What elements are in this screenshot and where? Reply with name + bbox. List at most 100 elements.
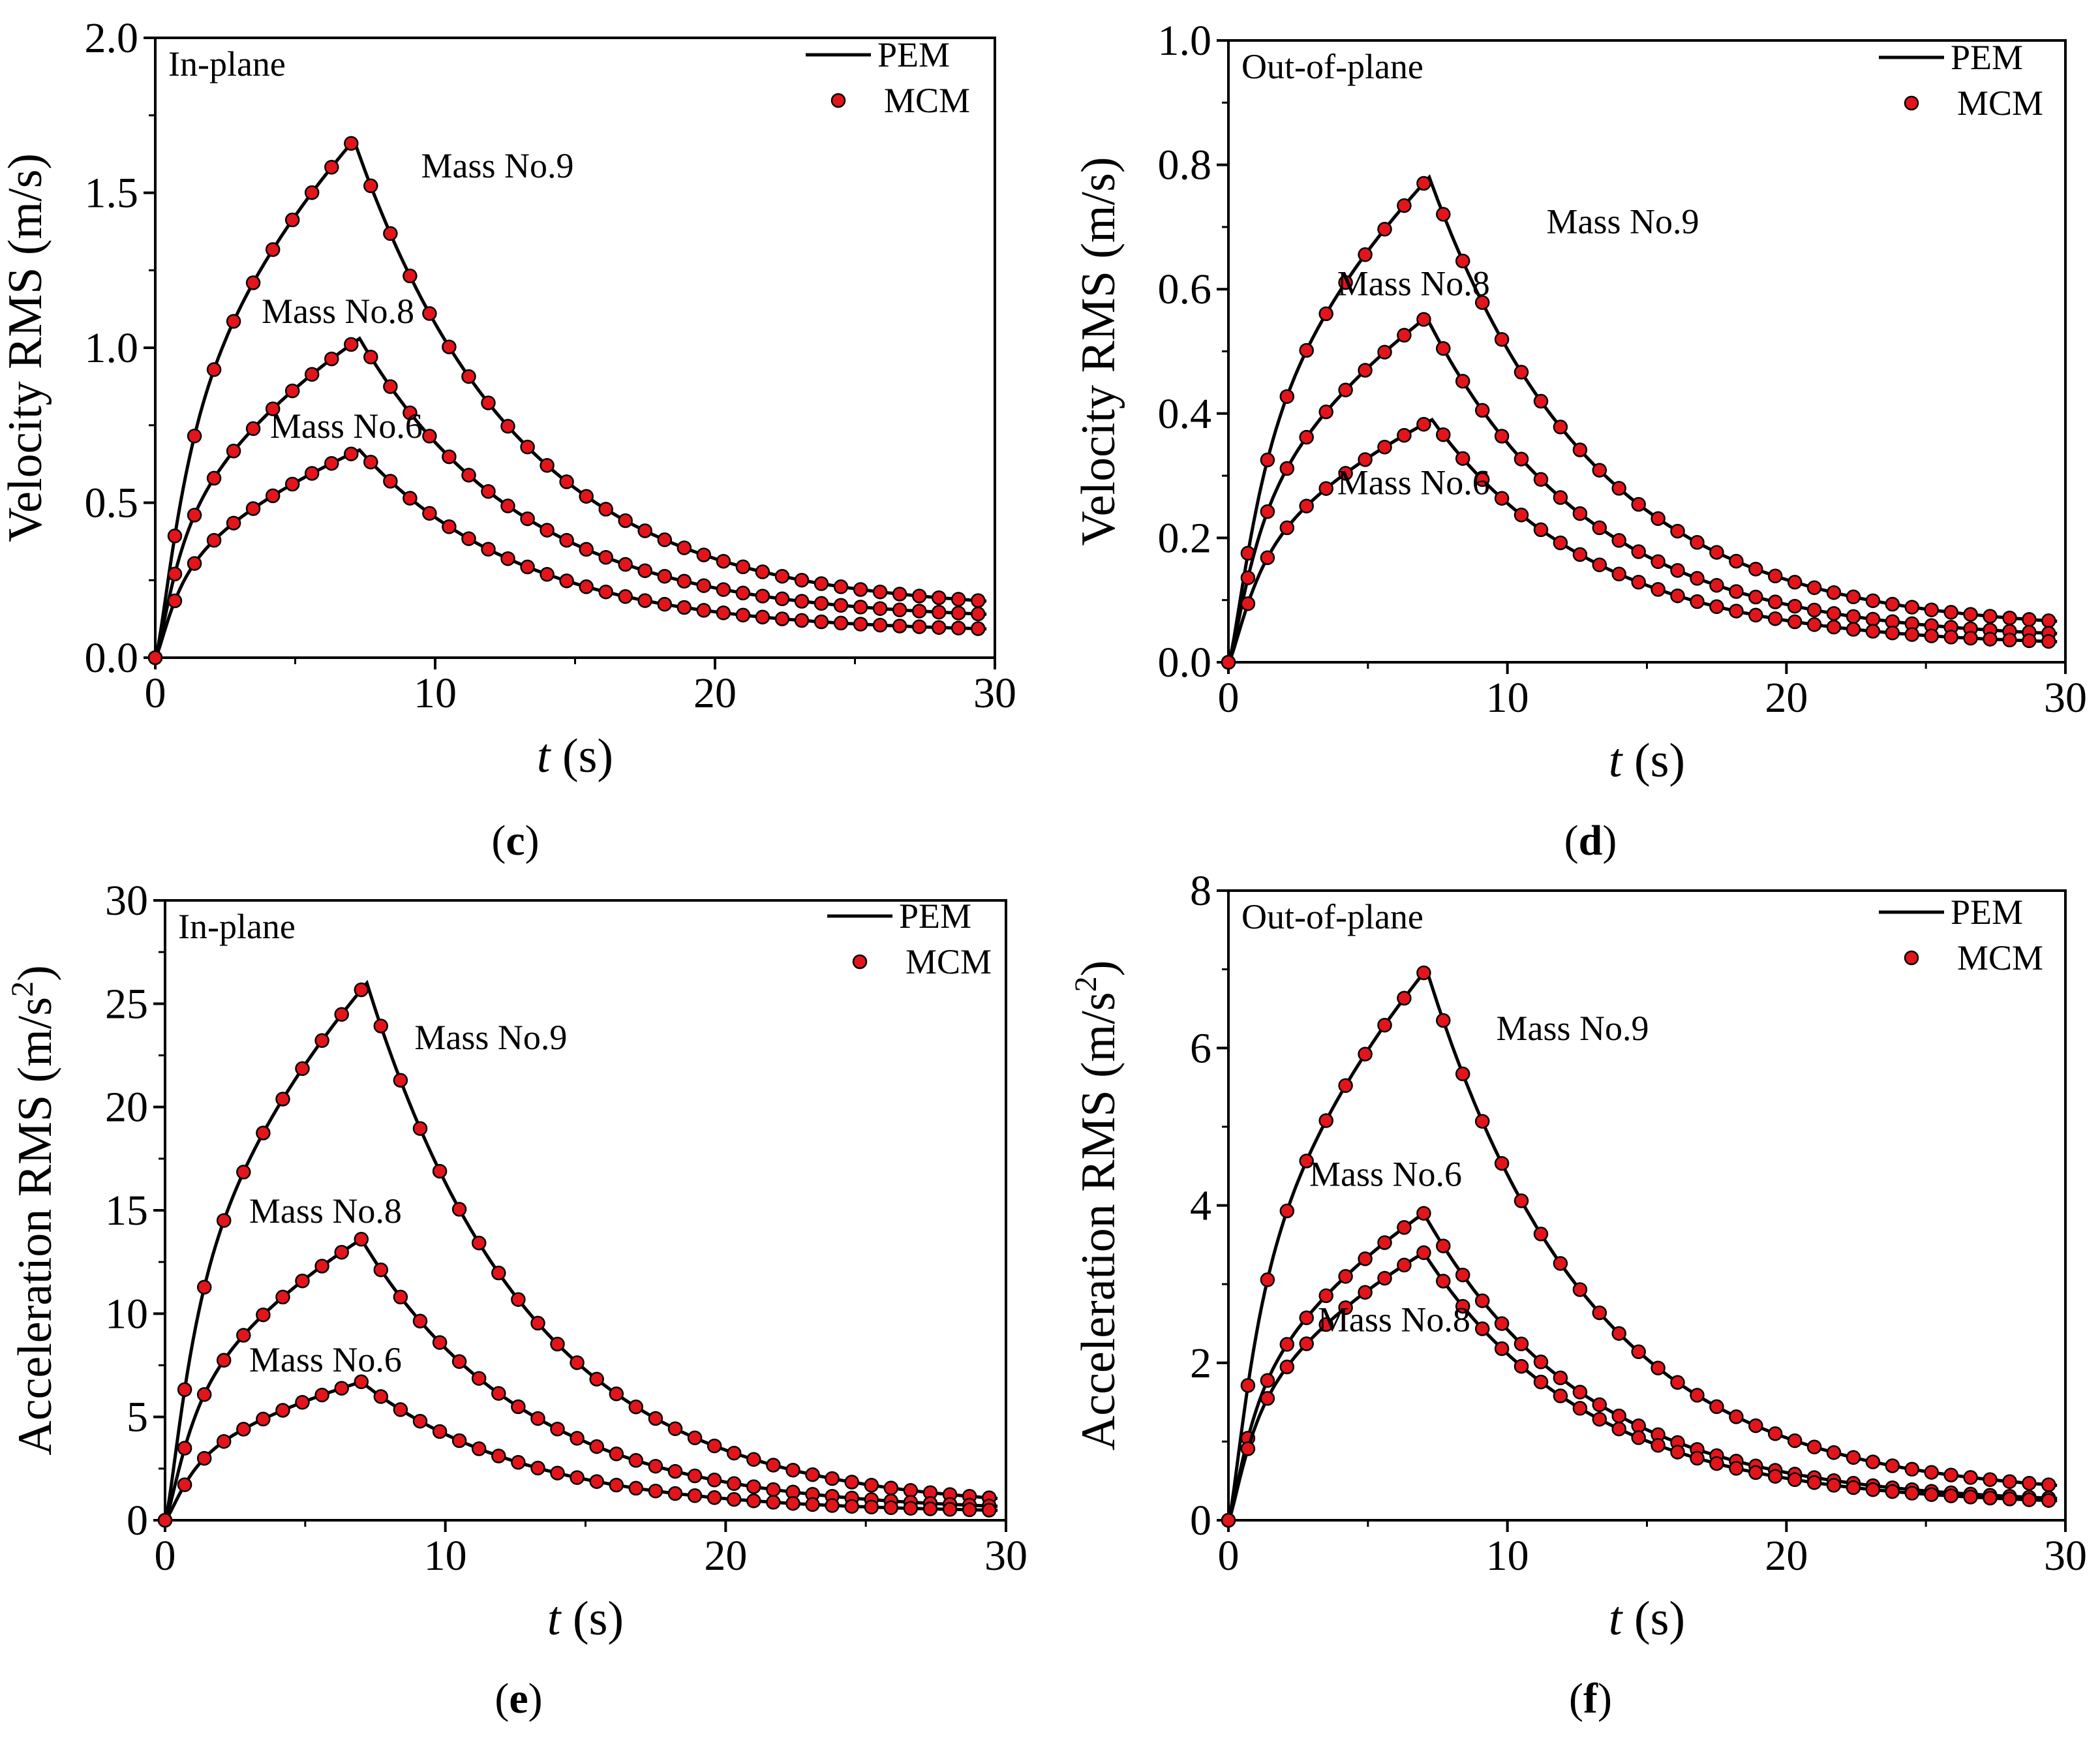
mcm-point — [1416, 417, 1431, 432]
mcm-point — [1924, 1487, 1939, 1502]
mcm-point — [284, 212, 300, 228]
mcm-point — [942, 1502, 958, 1517]
x-tick-label: 0 — [145, 669, 166, 717]
mcm-point — [1260, 1373, 1275, 1388]
mcm-point — [295, 1395, 310, 1410]
mcm-point — [1943, 1488, 1958, 1503]
mcm-point — [481, 395, 496, 410]
mcm-point — [236, 1422, 251, 1437]
mcm-point — [598, 502, 613, 517]
mcm-point — [1983, 1490, 1998, 1506]
mcm-point — [628, 1453, 644, 1468]
mcm-point — [550, 1336, 565, 1352]
mcm-point — [1299, 343, 1314, 358]
legend-pem-label: PEM — [1951, 893, 2023, 932]
mcm-point — [314, 1259, 329, 1274]
mcm-point — [1865, 1482, 1881, 1497]
mcm-point — [540, 523, 555, 538]
mcm-point — [1221, 654, 1236, 670]
mcm-point — [1494, 1341, 1510, 1356]
mcm-point — [1474, 1114, 1490, 1129]
mcm-point — [618, 589, 633, 604]
mcm-point — [971, 621, 986, 636]
mcm-point — [707, 1438, 722, 1454]
series-mass-no-8: Mass No.8 — [147, 292, 987, 666]
mcm-point — [1904, 1486, 1920, 1501]
y-tick-label: 0.8 — [1158, 142, 1212, 189]
x-axis-label: t (s) — [1609, 734, 1685, 788]
legend-mcm-label: MCM — [884, 81, 970, 120]
mcm-point — [1924, 1465, 1939, 1480]
mcm-point — [1377, 345, 1392, 360]
mcm-point — [1631, 544, 1646, 559]
mcm-point — [1729, 1409, 1744, 1424]
mcm-point — [1846, 609, 1861, 624]
mcm-point — [1533, 472, 1549, 487]
mcm-point — [1318, 481, 1333, 496]
mcm-point — [805, 1467, 820, 1482]
mcm-point — [1455, 1066, 1470, 1082]
mcm-point — [196, 1279, 212, 1295]
mcm-point — [579, 579, 594, 594]
panel-e: (e) 0 10 20 30 0 5 10 15 20 25 30 t (s) Acceleration… — [5, 877, 1027, 1723]
series-label: Mass No.9 — [1547, 202, 1699, 241]
mcm-point — [2022, 1492, 2037, 1507]
mcm-point — [903, 1501, 919, 1516]
mcm-point — [1553, 420, 1568, 435]
mcm-point — [1924, 628, 1939, 643]
mcm-point — [471, 1235, 487, 1251]
mcm-point — [648, 1483, 663, 1499]
panel-title: In-plane — [168, 44, 286, 84]
mcm-point — [461, 468, 476, 483]
series-mass-no-6: Mass No.6 — [1221, 417, 2058, 670]
mcm-point — [1729, 1461, 1744, 1476]
mcm-point — [324, 160, 339, 175]
mcm-point — [716, 553, 731, 569]
mcm-point — [1279, 520, 1295, 536]
mcm-point — [844, 1499, 859, 1514]
mcm-point — [1670, 1375, 1685, 1390]
mcm-point — [1904, 627, 1920, 642]
mcm-point — [491, 1448, 506, 1463]
mcm-point — [1865, 1454, 1881, 1469]
mcm-point — [344, 337, 359, 352]
mcm-point — [2041, 1493, 2056, 1508]
mcm-point — [1240, 570, 1256, 585]
mcm-point — [1474, 295, 1490, 310]
panel-label-d: (d) — [1564, 817, 1617, 865]
mcm-point — [872, 601, 888, 616]
mcm-point — [1279, 1203, 1295, 1219]
mcm-point — [1729, 553, 1744, 569]
mcm-point — [1279, 389, 1295, 404]
mcm-point — [1904, 1462, 1920, 1477]
mcm-point — [442, 339, 457, 354]
mcm-point — [1806, 602, 1822, 618]
mcm-point — [1865, 624, 1881, 639]
mcm-point — [657, 532, 673, 547]
mcm-point — [1787, 614, 1803, 630]
y-tick-label: 1.5 — [85, 170, 139, 217]
mcm-point — [755, 589, 770, 604]
y-tick-label: 4 — [1190, 1182, 1211, 1230]
mcm-point — [872, 584, 888, 600]
legend-pem-label: PEM — [899, 896, 971, 936]
mcm-point — [579, 489, 594, 504]
mcm-point — [785, 1462, 800, 1478]
mcm-point — [511, 1455, 526, 1470]
y-tick-label: 10 — [105, 1290, 148, 1338]
mcm-point — [1436, 341, 1451, 356]
mcm-point — [147, 650, 163, 666]
series-mass-no-6: Mass No.6 — [157, 1340, 998, 1528]
mcm-point — [1299, 498, 1314, 513]
mcm-point — [853, 617, 868, 632]
mcm-point — [491, 1265, 506, 1281]
mcm-point — [1416, 1206, 1431, 1221]
mcm-point — [716, 582, 731, 597]
mcm-point — [256, 1126, 271, 1141]
y-axis-label: Acceleration RMS (m/s2) — [5, 965, 62, 1456]
mcm-point — [363, 454, 378, 470]
series-label: Mass No.9 — [414, 1018, 567, 1057]
mcm-point — [1494, 429, 1510, 444]
mcm-point — [284, 383, 300, 399]
mcm-point — [637, 593, 652, 608]
